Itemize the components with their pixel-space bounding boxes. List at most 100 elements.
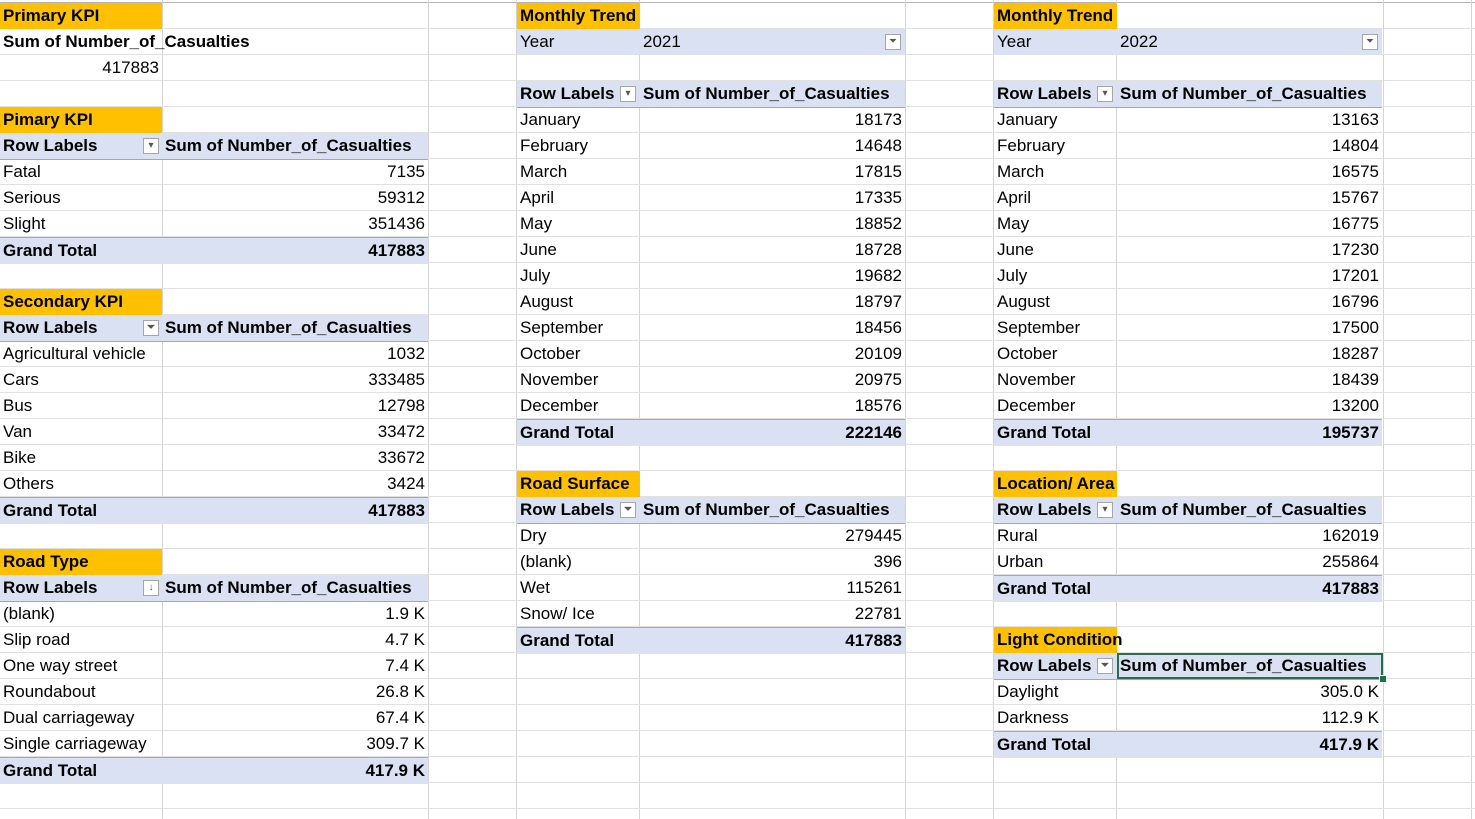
row-label[interactable]: October [997, 344, 1058, 363]
grand-total-label[interactable]: Grand Total [997, 423, 1092, 442]
row-label[interactable]: Van [3, 422, 32, 441]
row-label[interactable]: Single carriageway [3, 734, 147, 753]
row-value[interactable]: 112.9 K [1321, 708, 1379, 727]
filter-icon[interactable]: ⏷ [620, 502, 636, 518]
row-label[interactable]: Roundabout [3, 682, 96, 701]
grand-total-value[interactable]: 417883 [845, 631, 902, 650]
row-labels-header[interactable]: Row Labels [520, 84, 615, 103]
row-label[interactable]: August [520, 292, 573, 311]
year-filter-2022[interactable]: Year 2022 ⏷ [994, 29, 1382, 55]
row-label[interactable]: Slight [3, 214, 46, 233]
row-label[interactable]: Bus [3, 396, 33, 415]
row-value[interactable]: 351436 [368, 214, 425, 233]
row-value[interactable]: 255864 [1322, 552, 1379, 571]
grand-total-label[interactable]: Grand Total [3, 761, 98, 780]
row-value[interactable]: 18287 [1331, 344, 1379, 363]
row-label[interactable]: (blank) [3, 604, 55, 623]
value-header[interactable]: Sum of Number_of_Casualties [1120, 500, 1367, 519]
row-value[interactable]: 16796 [1331, 292, 1379, 311]
row-value[interactable]: 396 [873, 552, 902, 571]
filter-icon[interactable]: ⏷ [1362, 34, 1378, 50]
row-value[interactable]: 26.8 K [375, 682, 425, 701]
row-value[interactable]: 17500 [1331, 318, 1379, 337]
row-labels-header[interactable]: Row Labels [3, 136, 98, 155]
row-value[interactable]: 17335 [854, 188, 902, 207]
row-label[interactable]: Cars [3, 370, 39, 389]
row-label[interactable]: Urban [997, 552, 1044, 571]
value-header[interactable]: Sum of Number_of_Casualties [643, 84, 890, 103]
row-label[interactable]: Darkness [997, 708, 1069, 727]
row-value[interactable]: 18456 [854, 318, 902, 337]
road-surface-title[interactable]: Road Surface [517, 471, 640, 497]
row-label[interactable]: October [520, 344, 581, 363]
grand-total-value[interactable]: 417883 [368, 501, 425, 520]
row-value[interactable]: 33472 [377, 422, 425, 441]
row-label[interactable]: April [997, 188, 1032, 207]
value-header[interactable]: Sum of Number_of_Casualties [165, 578, 412, 597]
row-label[interactable]: Serious [3, 188, 61, 207]
row-label[interactable]: Others [3, 474, 55, 493]
row-label[interactable]: December [997, 396, 1076, 415]
row-label[interactable]: September [520, 318, 604, 337]
grand-total-label[interactable]: Grand Total [3, 501, 98, 520]
row-value[interactable]: 20975 [854, 370, 902, 389]
grand-total-label[interactable]: Grand Total [997, 579, 1092, 598]
row-value[interactable]: 1.9 K [385, 604, 425, 623]
grand-total-value[interactable]: 417.9 K [1319, 735, 1379, 754]
value-header[interactable]: Sum of Number_of_Casualties [1120, 84, 1367, 103]
row-value[interactable]: 3424 [387, 474, 425, 493]
filter-icon[interactable]: ⏷ [143, 320, 159, 336]
row-value[interactable]: 7.4 K [385, 656, 425, 675]
grand-total-label[interactable]: Grand Total [520, 631, 615, 650]
trend-2021-title[interactable]: Monthly Trend [517, 3, 640, 29]
grand-total-label[interactable]: Grand Total [3, 241, 98, 260]
row-labels-header[interactable]: Row Labels [3, 318, 98, 337]
row-value[interactable]: 18852 [854, 214, 902, 233]
grand-total-value[interactable]: 417883 [1322, 579, 1379, 598]
row-value[interactable]: 309.7 K [366, 734, 425, 753]
row-label[interactable]: Snow/ Ice [520, 604, 595, 623]
row-value[interactable]: 16775 [1331, 214, 1379, 233]
filter-icon[interactable]: ⏷ [885, 34, 901, 50]
grand-total-value[interactable]: 417.9 K [365, 761, 425, 780]
row-value[interactable]: 12798 [377, 396, 425, 415]
row-value[interactable]: 4.7 K [385, 630, 425, 649]
year-filter-2021[interactable]: Year 2021 ⏷ [517, 29, 905, 55]
row-label[interactable]: June [997, 240, 1034, 259]
row-value[interactable]: 17230 [1331, 240, 1379, 259]
row-label[interactable]: (blank) [520, 552, 572, 571]
row-label[interactable]: May [997, 214, 1030, 233]
row-label[interactable]: Fatal [3, 162, 41, 181]
row-label[interactable]: One way street [3, 656, 118, 675]
year-filter-value[interactable]: 2021 [643, 32, 681, 51]
value-header[interactable]: Sum of Number_of_Casualties [643, 500, 890, 519]
grand-total-value[interactable]: 417883 [368, 241, 425, 260]
row-value[interactable]: 33672 [377, 448, 425, 467]
fill-handle[interactable] [1379, 675, 1387, 683]
row-labels-header[interactable]: Row Labels [997, 500, 1092, 519]
filter-icon[interactable]: ⏷ [1097, 658, 1113, 674]
chevron-down-icon[interactable]: ▾ [1097, 502, 1113, 518]
value-header[interactable]: Sum of Number_of_Casualties [165, 318, 412, 337]
row-label[interactable]: Bike [3, 448, 37, 467]
row-value[interactable]: 18439 [1331, 370, 1379, 389]
row-label[interactable]: March [520, 162, 568, 181]
trend-2022-title[interactable]: Monthly Trend [994, 3, 1117, 29]
year-filter-value[interactable]: 2022 [1120, 32, 1158, 51]
row-label[interactable]: November [997, 370, 1076, 389]
row-label[interactable]: December [520, 396, 599, 415]
row-labels-header[interactable]: Row Labels [520, 500, 615, 519]
primary-kpi-value[interactable]: 417883 [102, 58, 159, 77]
row-value[interactable]: 162019 [1322, 526, 1379, 545]
row-value[interactable]: 1032 [387, 344, 425, 363]
vehicle-title[interactable]: Secondary KPI [0, 289, 162, 315]
row-value[interactable]: 13200 [1331, 396, 1379, 415]
grand-total-value[interactable]: 195737 [1322, 423, 1379, 442]
row-value[interactable]: 15767 [1331, 188, 1379, 207]
grand-total-label[interactable]: Grand Total [997, 735, 1092, 754]
row-label[interactable]: September [997, 318, 1081, 337]
primary-kpi-label[interactable]: Sum of Number_of_Casualties [3, 32, 250, 51]
row-value[interactable]: 20109 [854, 344, 902, 363]
row-label[interactable]: February [520, 136, 589, 155]
row-value[interactable]: 18576 [854, 396, 902, 415]
